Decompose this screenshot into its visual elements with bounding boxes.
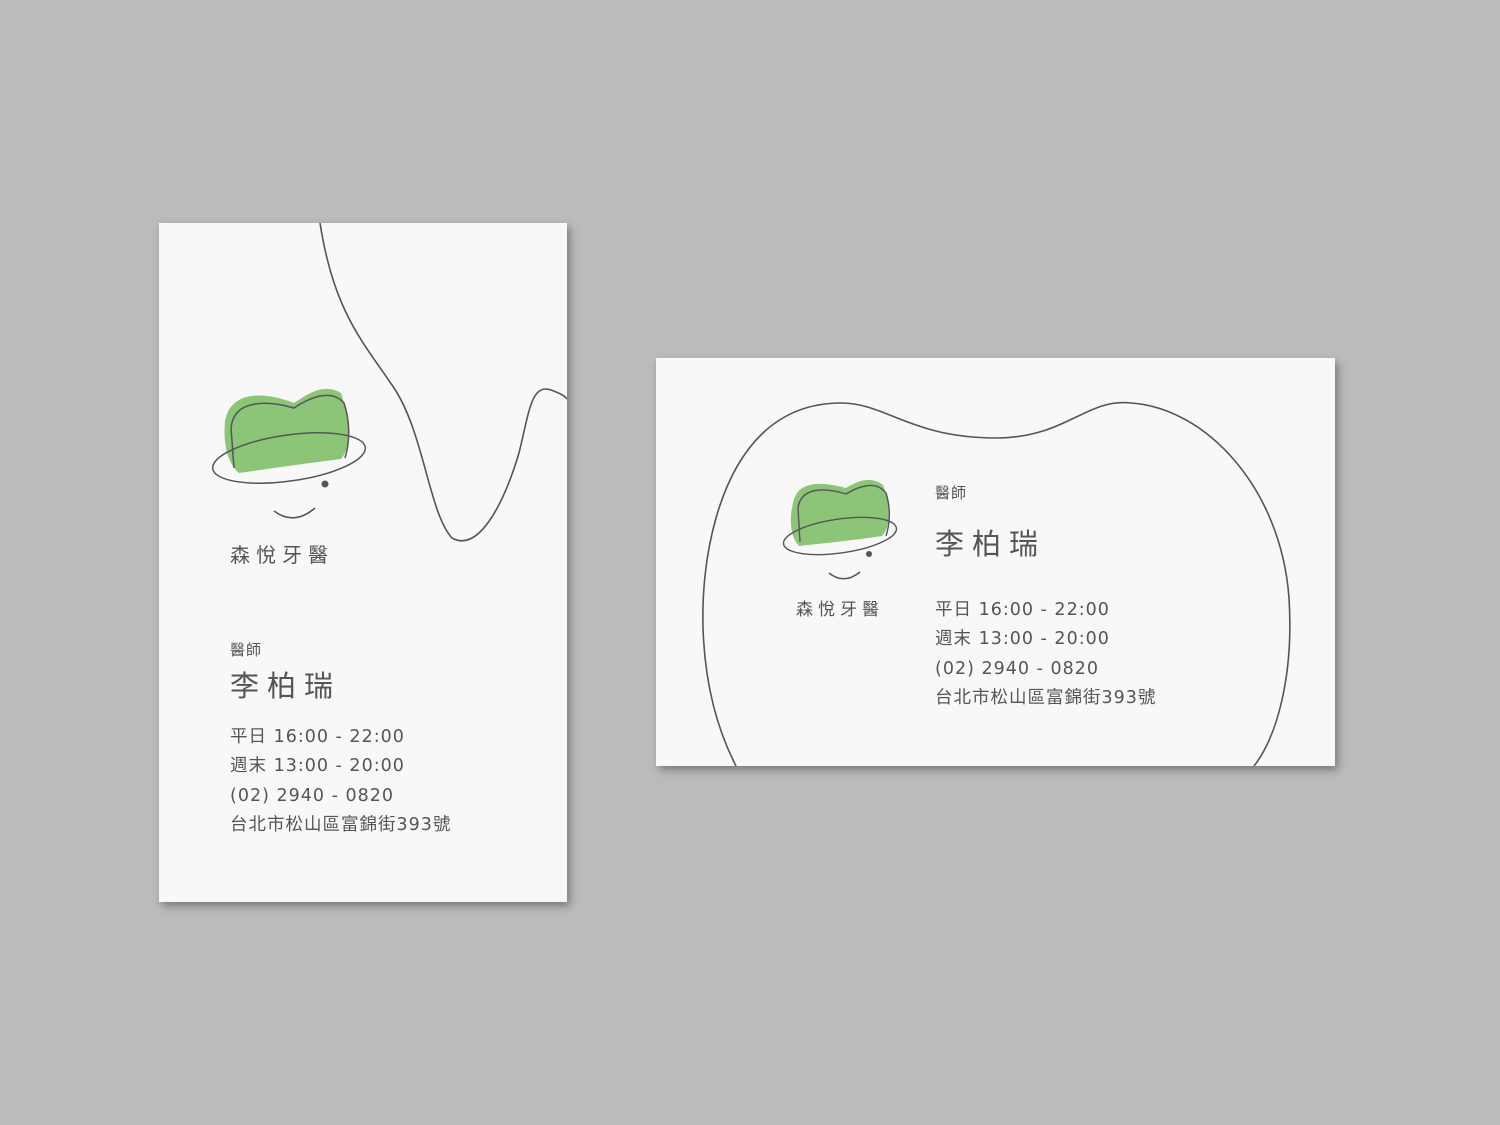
weekend-hours: 週末 13:00 - 20:00 <box>230 756 405 777</box>
contact-info: 平日 16:00 - 22:00 週末 13:00 - 20:00 (02) 2… <box>230 723 451 840</box>
phone-number: (02) 2940 - 0820 <box>935 658 1099 679</box>
doctor-title: 醫師 <box>230 641 263 659</box>
clinic-name: 森悅牙醫 <box>230 543 334 567</box>
address: 台北市松山區富錦街393號 <box>935 687 1157 708</box>
weekday-hours: 平日 16:00 - 22:00 <box>935 600 1110 620</box>
doctor-name: 李柏瑞 <box>935 527 1047 561</box>
tooth-outline-curve <box>702 401 1291 766</box>
tooth-outline-curve <box>319 223 567 542</box>
business-card-horizontal: 森悅牙醫 醫師 李柏瑞 平日 16:00 - 22:00 週末 13:00 - … <box>656 358 1335 766</box>
business-card-vertical: 森悅牙醫 醫師 李柏瑞 平日 16:00 - 22:00 週末 13:00 - … <box>159 223 567 902</box>
doctor-title: 醫師 <box>935 484 968 502</box>
clinic-name: 森悅牙醫 <box>796 600 884 620</box>
contact-info: 平日 16:00 - 22:00 週末 13:00 - 20:00 (02) 2… <box>935 596 1156 713</box>
phone-number: (02) 2940 - 0820 <box>230 785 394 806</box>
tooth-smile-icon <box>211 388 367 519</box>
weekend-hours: 週末 13:00 - 20:00 <box>935 629 1110 650</box>
tooth-smile-icon <box>782 479 898 580</box>
address: 台北市松山區富錦街393號 <box>230 814 452 835</box>
doctor-name: 李柏瑞 <box>230 669 342 703</box>
weekday-hours: 平日 16:00 - 22:00 <box>230 727 405 747</box>
